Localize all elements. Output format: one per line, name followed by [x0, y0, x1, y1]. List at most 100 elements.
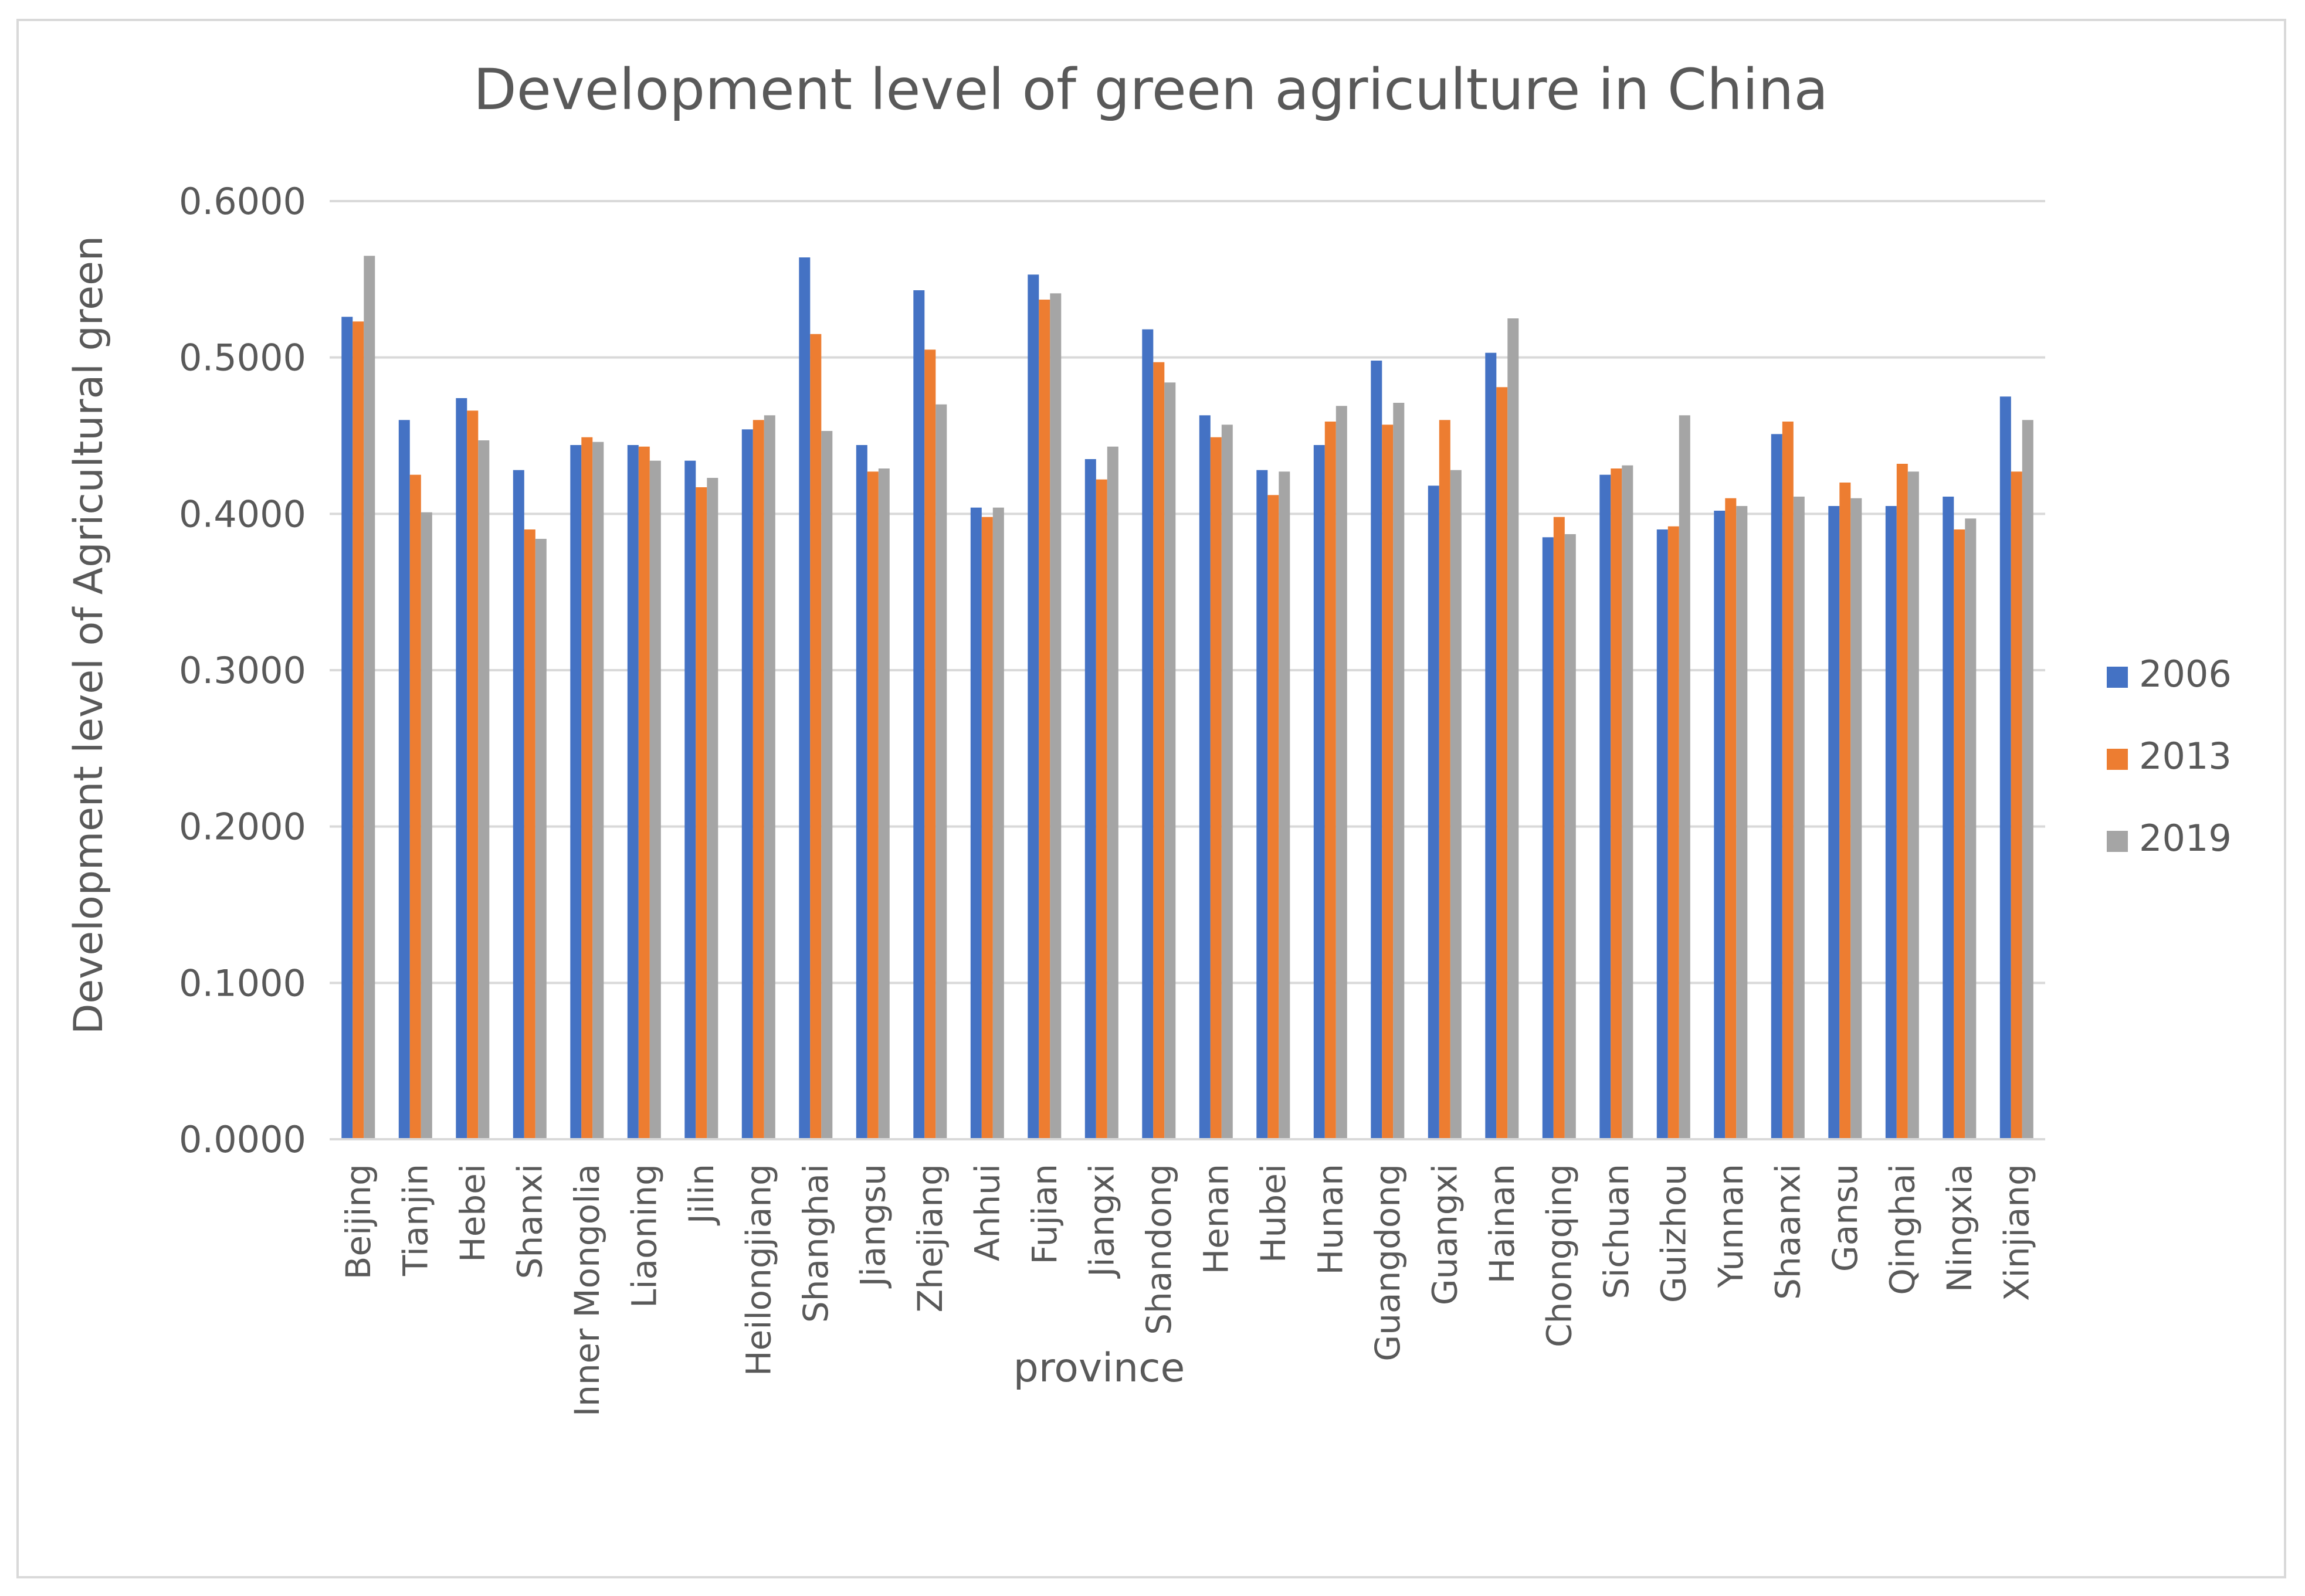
bar-hubei-2019 [1279, 471, 1290, 1139]
bar-henan-2019 [1221, 425, 1233, 1139]
bar-tianjin-2019 [421, 512, 432, 1140]
bar-xinjiang-2013 [2011, 471, 2022, 1139]
x-category-label: Chongqing [1539, 1164, 1579, 1347]
chart-area: Development level of green agriculture i… [16, 19, 2286, 1578]
y-axis-ticks: 0.0000 0.1000 0.2000 0.3000 0.4000 0.5000 0.60… [179, 180, 306, 1161]
bar-liaoning-2006 [627, 445, 639, 1139]
bar-gansu-2006 [1828, 506, 1840, 1139]
x-category-label: Guangxi [1425, 1164, 1465, 1305]
x-category-label: Jiangsu [853, 1164, 893, 1288]
bar-shanghai-2006 [799, 257, 811, 1139]
bar-ningxia-2006 [1943, 497, 1954, 1139]
x-category-label: Shanxi [510, 1164, 550, 1279]
x-category-label: Jiangxi [1082, 1164, 1121, 1279]
bar-heilongjiang-2006 [741, 429, 753, 1139]
bar-chongqing-2013 [1553, 517, 1565, 1140]
x-category-label: Guangdong [1368, 1164, 1408, 1361]
bar-guangdong-2013 [1382, 425, 1394, 1139]
legend-label-2006: 2006 [2139, 653, 2232, 695]
bar-chart: Development level of green agriculture i… [66, 57, 2232, 1417]
bar-ningxia-2013 [1954, 529, 1965, 1139]
x-category-label: Hunan [1310, 1164, 1350, 1275]
bar-jilin-2013 [696, 487, 707, 1139]
x-category-label: Shanghai [796, 1164, 836, 1323]
bar-beijing-2013 [352, 321, 364, 1139]
bar-jiangxi-2006 [1084, 459, 1096, 1139]
bar-hebei-2013 [467, 410, 479, 1139]
bar-gansu-2019 [1850, 498, 1862, 1140]
x-category-label: Qinghai [1882, 1164, 1922, 1295]
x-category-label: Anhui [967, 1164, 1007, 1261]
bar-hebei-2006 [456, 398, 467, 1139]
x-category-label: Henan [1196, 1164, 1236, 1274]
bar-inner-mongolia-2006 [570, 445, 582, 1139]
bar-shanxi-2019 [535, 539, 547, 1139]
legend-label-2013: 2013 [2139, 735, 2232, 777]
bar-hunan-2006 [1313, 445, 1325, 1139]
chart-title: Development level of green agriculture i… [473, 57, 1828, 123]
bar-xinjiang-2006 [1999, 396, 2011, 1139]
bar-zhejiang-2013 [924, 349, 936, 1139]
y-tick-label: 0.6000 [179, 180, 306, 223]
legend-label-2019: 2019 [2139, 817, 2232, 860]
y-tick-label: 0.5000 [179, 337, 306, 379]
bar-shanxi-2006 [513, 470, 524, 1140]
bar-sichuan-2006 [1599, 474, 1611, 1140]
legend-swatch-2019 [2107, 831, 2128, 852]
x-category-label: Xinjiang [1996, 1164, 2036, 1301]
bar-beijing-2019 [364, 256, 375, 1139]
y-axis-title: Development level of Agricultural green [66, 236, 112, 1034]
bar-hainan-2006 [1485, 352, 1497, 1140]
bar-jilin-2019 [707, 478, 718, 1139]
bar-jiangsu-2019 [878, 468, 890, 1139]
bar-fujian-2013 [1039, 300, 1050, 1139]
bar-qinghai-2019 [1907, 471, 1919, 1139]
y-tick-label: 0.3000 [179, 649, 306, 692]
legend-swatch-2013 [2107, 749, 2128, 770]
bar-jiangxi-2019 [1107, 446, 1118, 1140]
bar-liaoning-2013 [638, 446, 650, 1140]
bar-chongqing-2006 [1542, 537, 1554, 1139]
bar-hunan-2013 [1324, 422, 1336, 1139]
bar-xinjiang-2019 [2022, 420, 2033, 1139]
bar-heilongjiang-2019 [764, 415, 775, 1139]
x-category-label: Shaanxi [1768, 1164, 1808, 1300]
x-category-label: Tianjin [395, 1164, 435, 1276]
y-tick-label: 0.4000 [179, 493, 306, 535]
x-category-label: Zhejiang [910, 1164, 950, 1313]
x-axis-title: province [1013, 1345, 1185, 1391]
bar-hubei-2006 [1256, 470, 1268, 1140]
bar-fujian-2006 [1028, 274, 1039, 1139]
x-category-label: Hainan [1482, 1164, 1522, 1283]
bar-hainan-2013 [1496, 387, 1508, 1139]
bar-yunnan-2013 [1725, 498, 1737, 1140]
y-tick-label: 0.2000 [179, 806, 306, 848]
x-category-label: Shandong [1139, 1164, 1179, 1335]
bar-qinghai-2013 [1896, 464, 1908, 1139]
bar-zhejiang-2019 [935, 404, 947, 1140]
gridlines [330, 200, 2045, 984]
bar-gansu-2013 [1839, 483, 1851, 1139]
x-category-label: Hebei [453, 1164, 493, 1262]
bar-guizhou-2006 [1656, 529, 1668, 1139]
legend: 2006 2013 2019 [2107, 653, 2232, 860]
bar-shaanxi-2019 [1793, 497, 1805, 1139]
bar-jiangxi-2013 [1096, 479, 1107, 1140]
bar-hebei-2019 [478, 440, 490, 1139]
bar-chongqing-2019 [1564, 534, 1576, 1139]
bar-tianjin-2013 [409, 474, 421, 1140]
x-category-label: Jilin [682, 1164, 721, 1225]
bar-hunan-2019 [1335, 406, 1347, 1139]
bar-shanghai-2019 [821, 431, 833, 1139]
bar-sichuan-2013 [1611, 468, 1622, 1139]
bar-guangdong-2019 [1393, 403, 1405, 1139]
bars [341, 256, 2033, 1140]
bar-inner-mongolia-2013 [581, 437, 593, 1140]
bar-guangxi-2013 [1439, 420, 1450, 1139]
bar-guangxi-2006 [1428, 485, 1439, 1139]
bar-hainan-2019 [1507, 318, 1519, 1139]
x-category-label: Heilongjiang [738, 1164, 778, 1376]
bar-yunnan-2019 [1736, 506, 1748, 1139]
bar-shandong-2019 [1164, 382, 1176, 1139]
bar-fujian-2019 [1050, 293, 1062, 1139]
